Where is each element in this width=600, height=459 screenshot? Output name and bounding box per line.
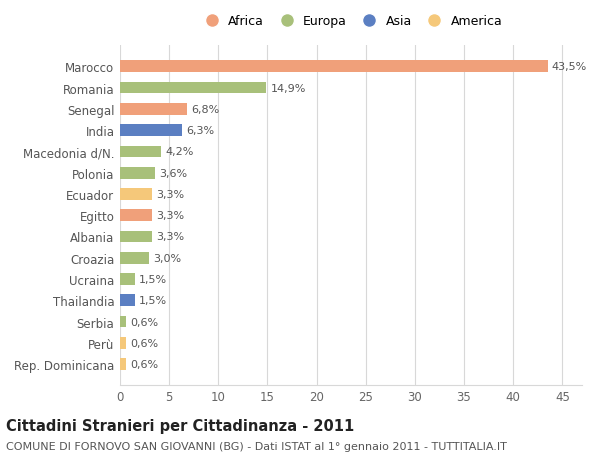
Bar (120, 316, 126, 328)
Bar (120, 337, 126, 349)
Bar (120, 83, 266, 94)
Text: 0,6%: 0,6% (130, 317, 158, 327)
Bar (120, 210, 152, 222)
Bar (120, 252, 149, 264)
Text: Cittadini Stranieri per Cittadinanza - 2011: Cittadini Stranieri per Cittadinanza - 2… (6, 418, 354, 433)
Text: 1,5%: 1,5% (139, 296, 167, 306)
Text: 0,6%: 0,6% (130, 359, 158, 369)
Text: 43,5%: 43,5% (551, 62, 587, 72)
Text: 3,3%: 3,3% (157, 211, 184, 221)
Text: 3,0%: 3,0% (154, 253, 182, 263)
Text: 1,5%: 1,5% (139, 274, 167, 285)
Bar (120, 125, 182, 137)
Bar (120, 358, 126, 370)
Bar (120, 62, 548, 73)
Bar (120, 274, 135, 285)
Text: 0,6%: 0,6% (130, 338, 158, 348)
Text: 14,9%: 14,9% (271, 84, 306, 93)
Text: 4,2%: 4,2% (165, 147, 194, 157)
Bar (120, 168, 155, 179)
Text: 6,8%: 6,8% (191, 105, 219, 115)
Text: 3,6%: 3,6% (160, 168, 187, 178)
Text: 6,3%: 6,3% (186, 126, 214, 136)
Bar (120, 189, 152, 200)
Bar (120, 146, 161, 158)
Text: COMUNE DI FORNOVO SAN GIOVANNI (BG) - Dati ISTAT al 1° gennaio 2011 - TUTTITALIA: COMUNE DI FORNOVO SAN GIOVANNI (BG) - Da… (6, 441, 507, 451)
Bar (120, 295, 135, 307)
Legend: Africa, Europa, Asia, America: Africa, Europa, Asia, America (196, 11, 506, 32)
Text: 3,3%: 3,3% (157, 232, 184, 242)
Text: 3,3%: 3,3% (157, 190, 184, 200)
Bar (120, 104, 187, 116)
Bar (120, 231, 152, 243)
